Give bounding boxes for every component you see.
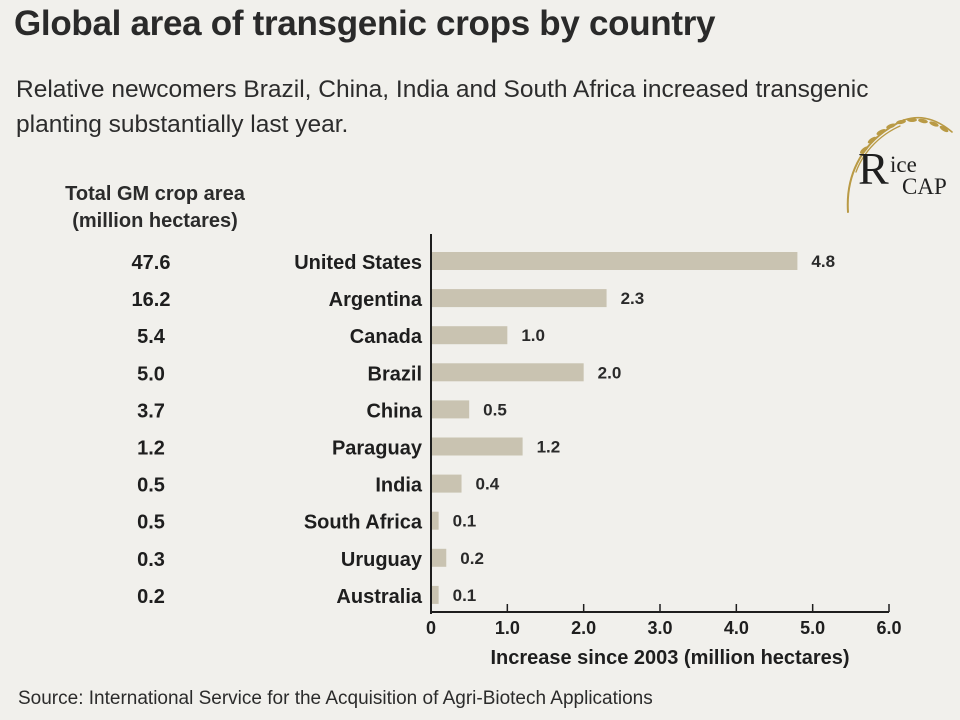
source-note: Source: International Service for the Ac… <box>18 688 653 709</box>
bar-value-label: 1.2 <box>537 438 561 457</box>
x-axis-title: Increase since 2003 (million hectares) <box>490 647 849 669</box>
bar-value-label: 0.1 <box>453 586 477 605</box>
bar-value-label: 1.0 <box>521 326 545 345</box>
category-label: Argentina <box>329 289 423 311</box>
column-header-line-2: (million hectares) <box>72 210 238 232</box>
total-area-value: 0.2 <box>137 586 165 608</box>
category-label: Uruguay <box>341 549 423 571</box>
chart-subtitle: Relative newcomers Brazil, China, India … <box>16 76 869 138</box>
x-tick-label: 5.0 <box>800 618 825 638</box>
bar <box>432 585 439 604</box>
total-area-column-header: Total GM crop area (million hectares) <box>30 181 280 235</box>
bar <box>432 289 607 308</box>
total-area-value: 47.6 <box>132 252 171 274</box>
total-area-value: 0.5 <box>137 475 165 497</box>
x-tick-label: 0 <box>426 618 436 638</box>
category-label: United States <box>294 252 422 274</box>
x-tick-label: 2.0 <box>571 618 596 638</box>
bar-value-label: 0.5 <box>483 400 507 419</box>
total-area-value: 16.2 <box>132 289 171 311</box>
category-label: South Africa <box>304 512 423 534</box>
logo-letter-r: R <box>858 143 889 194</box>
category-label: Australia <box>336 586 422 608</box>
total-area-value: 0.3 <box>137 549 165 571</box>
total-area-value: 3.7 <box>137 400 165 422</box>
bar <box>432 548 447 567</box>
category-label: Paraguay <box>332 438 423 460</box>
bar <box>432 326 508 345</box>
total-area-value: 1.2 <box>137 438 165 460</box>
bar <box>432 400 470 419</box>
logo-text-cap: CAP <box>902 174 947 199</box>
bar <box>432 437 523 456</box>
bar <box>432 474 462 493</box>
bar-value-label: 0.4 <box>476 475 500 494</box>
ricecap-logo: R ice CAP <box>846 116 953 213</box>
x-tick-label: 6.0 <box>876 618 901 638</box>
total-area-value: 5.0 <box>137 363 165 385</box>
bar <box>432 511 439 530</box>
bar <box>432 252 798 270</box>
bar-value-label: 2.3 <box>621 289 645 308</box>
total-area-value: 5.4 <box>137 326 166 348</box>
x-tick-label: 3.0 <box>647 618 672 638</box>
chart-title: Global area of transgenic crops by count… <box>14 4 716 43</box>
category-label: Brazil <box>368 363 422 385</box>
category-label: India <box>375 475 423 497</box>
category-label: Canada <box>350 326 423 348</box>
bar-value-label: 2.0 <box>598 363 622 382</box>
logo-text-ice: ice <box>890 152 917 177</box>
bar-value-label: 4.8 <box>811 252 835 271</box>
column-header-line-1: Total GM crop area <box>65 183 245 205</box>
total-area-value: 0.5 <box>137 512 165 534</box>
bar-value-label: 0.2 <box>460 549 484 568</box>
x-tick-label: 4.0 <box>724 618 749 638</box>
category-label: China <box>366 400 422 422</box>
x-tick-label: 1.0 <box>495 618 520 638</box>
bar-value-label: 0.1 <box>453 512 477 531</box>
bar <box>432 363 584 382</box>
